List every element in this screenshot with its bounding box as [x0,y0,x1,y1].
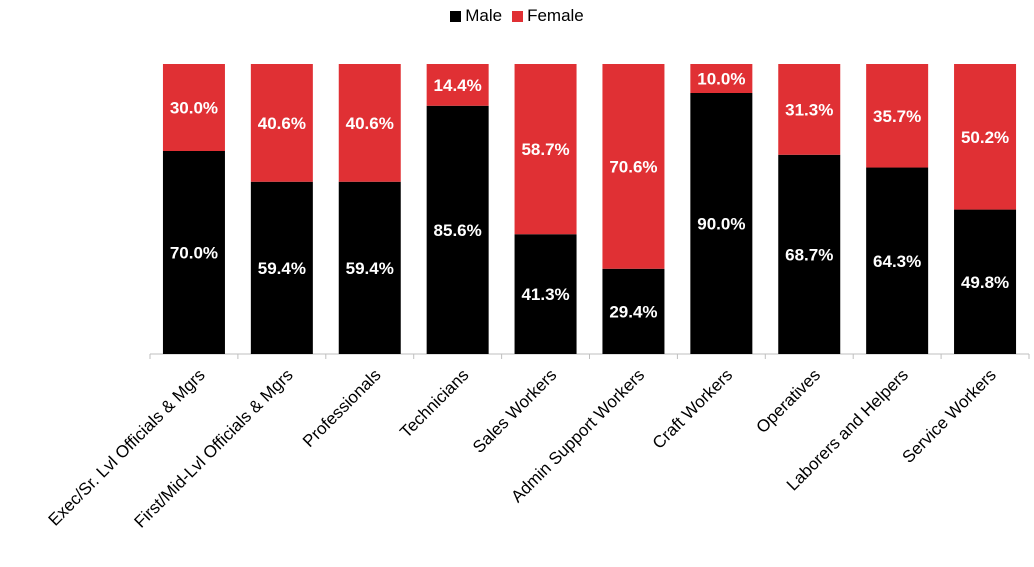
x-tick-label-technicians: Technicians [396,365,472,441]
bar-male-exec-sr-lvl-officials-mgrs [162,151,225,354]
data-label-male-sales-workers: 41.3% [521,285,569,304]
bar-male-craft-workers [690,93,753,354]
legend-entry-male: Male [450,6,502,26]
bar-female-professionals [338,64,401,182]
x-tick-label-craft-workers: Craft Workers [649,365,736,452]
bar-male-service-workers [954,209,1017,354]
legend: Male Female [0,6,1034,26]
bar-male-sales-workers [514,234,577,354]
data-label-male-operatives: 68.7% [785,245,833,264]
bar-male-laborers-and-helpers [866,167,929,354]
data-label-male-professionals: 59.4% [346,259,394,278]
data-label-female-sales-workers: 58.7% [521,140,569,159]
data-label-male-technicians: 85.6% [434,221,482,240]
data-label-female-exec-sr-lvl-officials-mgrs: 30.0% [170,99,218,118]
data-label-male-first-mid-lvl-officials-mgrs: 59.4% [258,259,306,278]
bar-female-sales-workers [514,64,577,235]
x-tick-label-operatives: Operatives [753,365,825,437]
data-label-male-service-workers: 49.8% [961,273,1009,292]
data-label-female-first-mid-lvl-officials-mgrs: 40.6% [258,114,306,133]
bar-female-admin-support-workers [602,64,665,269]
x-tick-label-first-mid-lvl-officials-mgrs: First/Mid-Lvl Officials & Mgrs [131,365,297,531]
data-label-female-admin-support-workers: 70.6% [609,157,657,176]
bar-male-professionals [338,181,401,354]
data-label-male-admin-support-workers: 29.4% [609,302,657,321]
bar-female-first-mid-lvl-officials-mgrs [250,64,313,182]
data-label-female-technicians: 14.4% [434,76,482,95]
legend-label-male: Male [465,6,503,25]
bar-female-craft-workers [690,64,753,93]
x-tick-label-service-workers: Service Workers [898,365,999,466]
legend-swatch-male [450,10,462,22]
legend-label-female: Female [527,6,584,25]
data-label-female-craft-workers: 10.0% [697,70,745,89]
x-tick-label-sales-workers: Sales Workers [469,365,560,456]
bar-female-service-workers [954,64,1017,210]
data-label-female-professionals: 40.6% [346,114,394,133]
bar-male-first-mid-lvl-officials-mgrs [250,181,313,354]
x-tick-label-professionals: Professionals [299,365,385,451]
legend-entry-female: Female [512,6,584,26]
data-label-female-laborers-and-helpers: 35.7% [873,107,921,126]
bar-female-laborers-and-helpers [866,64,929,168]
data-label-male-craft-workers: 90.0% [697,215,745,234]
x-tick-label-exec-sr-lvl-officials-mgrs: Exec/Sr. Lvl Officials & Mgrs [45,365,209,529]
bar-female-exec-sr-lvl-officials-mgrs [162,64,225,151]
data-label-male-laborers-and-helpers: 64.3% [873,252,921,271]
legend-swatch-female [512,10,524,22]
bar-female-technicians [426,64,489,106]
bar-female-operatives [778,64,841,155]
data-label-female-service-workers: 50.2% [961,128,1009,147]
bar-male-admin-support-workers [602,268,665,354]
bar-male-technicians [426,105,489,354]
data-label-male-exec-sr-lvl-officials-mgrs: 70.0% [170,244,218,263]
bar-male-operatives [778,154,841,354]
data-label-female-operatives: 31.3% [785,100,833,119]
